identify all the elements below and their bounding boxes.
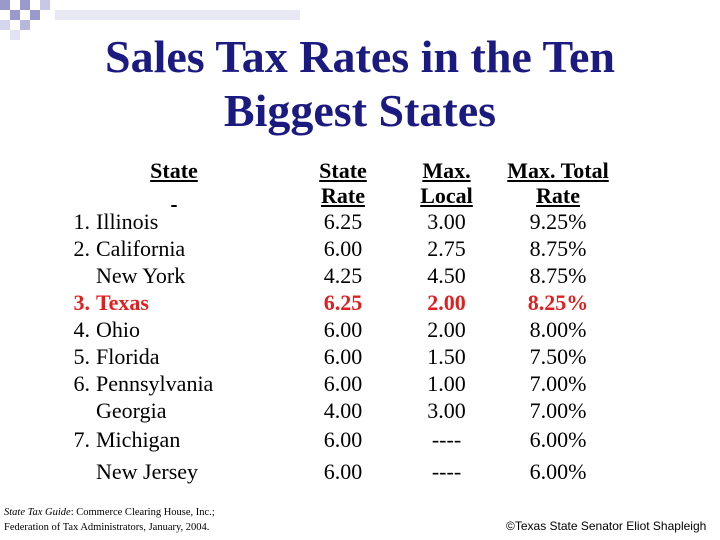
max-local-cell: 3.00 bbox=[427, 398, 466, 423]
table-row: 4. Ohio 6.00 2.00 8.00% bbox=[60, 316, 621, 343]
state-rate-cell: 6.25 bbox=[323, 290, 363, 315]
table-row: 6. Pennsylvania 6.00 1.00 7.00% bbox=[60, 370, 621, 397]
max-local-cell: 2.75 bbox=[427, 236, 466, 261]
table-row: Georgia 4.00 3.00 7.00% bbox=[60, 397, 621, 424]
max-local-cell: ---- bbox=[431, 459, 462, 484]
state-cell: 1. Illinois bbox=[73, 209, 159, 234]
max-local-cell: 2.00 bbox=[427, 317, 466, 342]
header-row: State State Rate Max. Local Max. Total Rate bbox=[60, 158, 621, 208]
state-cell: 3. Texas bbox=[73, 290, 149, 315]
state-rate-cell: 6.00 bbox=[323, 317, 363, 342]
state-cell: New York bbox=[96, 263, 186, 288]
table-row: 1. Illinois 6.25 3.00 9.25% bbox=[60, 208, 621, 235]
title-line-1: Sales Tax Rates in the Ten bbox=[105, 31, 615, 82]
state-rate-cell: 6.00 bbox=[323, 459, 363, 484]
max-total-cell: 9.25% bbox=[529, 209, 587, 234]
max-total-cell: 7.00% bbox=[529, 398, 587, 423]
header-state: State bbox=[150, 158, 198, 183]
table-row: 2. California 6.00 2.75 8.75% bbox=[60, 235, 621, 262]
state-rate-cell: 4.25 bbox=[323, 263, 363, 288]
state-cell: 4. Ohio bbox=[73, 317, 141, 342]
max-total-cell: 6.00% bbox=[529, 459, 587, 484]
source-citation: State Tax Guide: Commerce Clearing House… bbox=[4, 505, 215, 535]
max-local-cell: ---- bbox=[431, 427, 462, 452]
sales-tax-table: State State Rate Max. Local Max. Total Rate… bbox=[60, 158, 621, 488]
source-guide-title: State Tax Guide bbox=[4, 507, 71, 518]
table-row: New York 4.25 4.50 8.75% bbox=[60, 262, 621, 289]
state-rate-cell: 6.00 bbox=[323, 371, 363, 396]
state-cell: 6. Pennsylvania bbox=[73, 371, 214, 396]
state-cell: 7. Michigan bbox=[73, 427, 181, 452]
state-rate-cell: 6.00 bbox=[323, 344, 363, 369]
slide-title: Sales Tax Rates in the Ten Biggest State… bbox=[0, 30, 720, 138]
table-row: New Jersey 6.00 ---- 6.00% bbox=[60, 456, 621, 488]
header-state-rate: State Rate bbox=[319, 158, 367, 208]
max-total-cell: 8.75% bbox=[529, 263, 587, 288]
state-rate-cell: 6.25 bbox=[323, 209, 363, 234]
table-row: 7. Michigan 6.00 ---- 6.00% bbox=[60, 424, 621, 456]
title-line-2: Biggest States bbox=[223, 85, 497, 136]
max-total-cell: 8.25% bbox=[527, 290, 589, 315]
state-cell: 2. California bbox=[73, 236, 186, 261]
max-local-cell: 4.50 bbox=[427, 263, 466, 288]
header-max-total-rate: Max. Total Rate bbox=[507, 158, 609, 208]
table-row: 5. Florida 6.00 1.50 7.50% bbox=[60, 343, 621, 370]
state-rate-cell: 4.00 bbox=[323, 398, 363, 423]
state-rate-cell: 6.00 bbox=[323, 236, 363, 261]
state-cell: Georgia bbox=[96, 398, 167, 423]
state-cell: 5. Florida bbox=[73, 344, 160, 369]
max-local-cell: 1.00 bbox=[427, 371, 466, 396]
table-row-highlighted: 3. Texas 6.25 2.00 8.25% bbox=[60, 289, 621, 316]
corner-decoration bbox=[0, 0, 300, 40]
max-total-cell: 8.75% bbox=[529, 236, 587, 261]
max-local-cell: 3.00 bbox=[427, 209, 466, 234]
source-line-2: Federation of Tax Administrators, Januar… bbox=[4, 522, 210, 533]
max-total-cell: 7.50% bbox=[529, 344, 587, 369]
max-local-cell: 1.50 bbox=[427, 344, 466, 369]
state-rate-cell: 6.00 bbox=[323, 427, 363, 452]
state-cell: New Jersey bbox=[96, 459, 199, 484]
max-total-cell: 8.00% bbox=[529, 317, 587, 342]
max-total-cell: 7.00% bbox=[529, 371, 587, 396]
header-max-local: Max. Local bbox=[420, 158, 473, 208]
max-total-cell: 6.00% bbox=[529, 427, 587, 452]
source-line-1: : Commerce Clearing House, Inc.; bbox=[70, 507, 215, 518]
max-local-cell: 2.00 bbox=[427, 290, 466, 315]
copyright-notice: ©Texas State Senator Eliot Shapleigh bbox=[506, 519, 707, 533]
